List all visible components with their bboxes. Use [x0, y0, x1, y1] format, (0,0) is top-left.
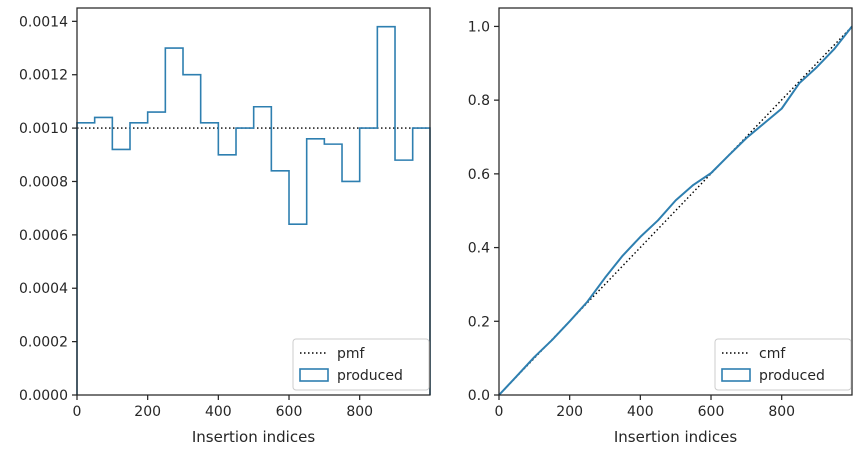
legend-label-cmf: cmf: [759, 346, 786, 362]
y-tick-label: 0.0008: [19, 174, 68, 190]
legend-label-produced: produced: [337, 368, 403, 384]
legend: pmf produced: [292, 338, 430, 391]
x-tick-label: 0: [73, 404, 82, 420]
y-tick-label: 0.0: [468, 388, 490, 404]
chart-panel-2: 0 200 400 600 800 0.0 0.2 0.4 0.6 0.8 1.0 Insertion…: [468, 7, 853, 446]
y-tick-label: 0.0014: [19, 14, 68, 30]
legend-box: [292, 338, 430, 391]
series-produced-steps: [76, 25, 431, 395]
x-axis-label: Insertion indices: [192, 428, 315, 446]
plot-frame: [76, 7, 431, 396]
legend-label-pmf: pmf: [337, 346, 366, 362]
x-tick-label: 800: [768, 404, 795, 420]
x-tick-label: 600: [698, 404, 725, 420]
legend-swatch-produced: [299, 368, 329, 382]
y-tick-label: 0.0012: [19, 68, 68, 84]
x-tick-label: 200: [556, 404, 583, 420]
legend-label-produced: produced: [759, 368, 825, 384]
y-tick-label: 1.0: [468, 19, 490, 35]
x-axis-label: Insertion indices: [614, 428, 737, 446]
y-tick-label: 0.2: [468, 314, 490, 330]
chart-panel-1: 0 200 400 600 800 0.0000 0.0002 0.0004 0.0006 0.0…: [19, 7, 431, 446]
y-tick-label: 0.0000: [19, 388, 68, 404]
x-tick-label: 400: [627, 404, 654, 420]
y-tick-label: 0.4: [468, 241, 490, 257]
y-tick-label: 0.6: [468, 167, 490, 183]
x-tick-label: 0: [495, 404, 504, 420]
x-tick-label: 800: [346, 404, 373, 420]
y-tick-label: 0.0010: [19, 121, 68, 137]
legend-swatch-produced: [721, 368, 751, 382]
x-tick-label: 600: [276, 404, 303, 420]
series-produced-line: [498, 25, 853, 396]
x-tick-label: 400: [205, 404, 232, 420]
y-tick-label: 0.8: [468, 93, 490, 109]
y-tick-label: 0.0006: [19, 228, 68, 244]
x-tick-label: 200: [134, 404, 161, 420]
y-tick-label: 0.0004: [19, 281, 68, 297]
y-tick-label: 0.0002: [19, 335, 68, 351]
legend: cmf produced: [714, 338, 852, 391]
plot-frame: [498, 7, 853, 396]
legend-box: [714, 338, 852, 391]
